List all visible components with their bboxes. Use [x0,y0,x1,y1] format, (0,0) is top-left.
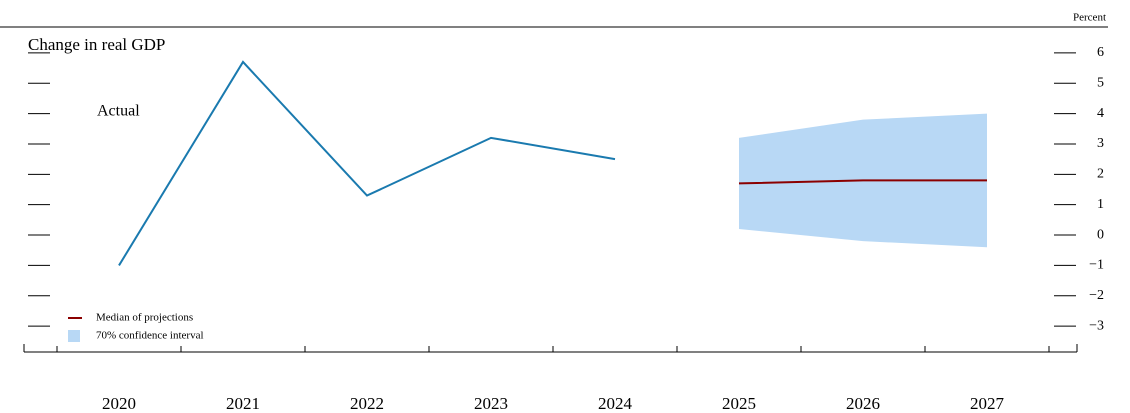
x-tick-label: 2025 [722,394,756,413]
legend-swatch [68,330,80,342]
y-tick-label: 1 [1097,197,1104,212]
y-tick-label: 3 [1097,136,1104,151]
y-tick-label: 5 [1097,75,1104,90]
series-line [118,60,616,266]
legend-label: 70% confidence interval [96,330,204,342]
x-tick-label: 2021 [226,394,260,413]
y-tick-label: 4 [1097,106,1104,121]
x-tick-label: 2023 [474,394,508,413]
series-line [738,179,987,185]
x-tick-label: 2027 [970,394,1005,413]
x-tick-label: 2024 [598,394,633,413]
x-tick-label: 2026 [846,394,880,413]
y-tick-label: −1 [1089,258,1104,273]
y-tick-label: 0 [1097,227,1104,242]
x-tick-label: 2020 [102,394,136,413]
legend-label: Median of projections [96,312,193,324]
y-tick-label: 6 [1097,45,1104,60]
annotation: Actual [97,103,140,120]
y-axis-label: Percent [1073,12,1106,24]
x-tick-label: 2022 [350,394,384,413]
chart-title: Change in real GDP [28,35,165,54]
y-tick-label: 2 [1097,167,1104,182]
y-tick-label: −2 [1089,288,1104,303]
y-tick-label: −3 [1089,318,1104,333]
